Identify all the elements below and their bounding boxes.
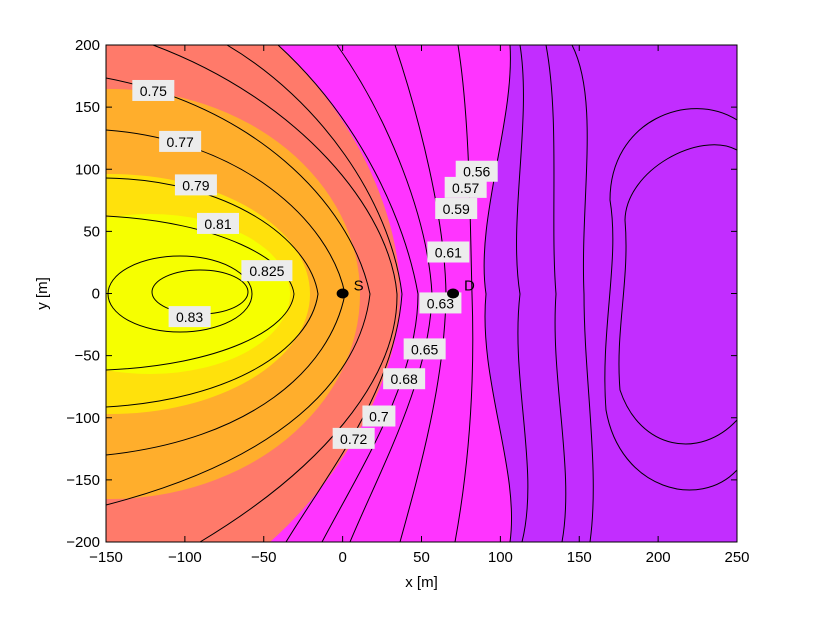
y-tick-label: −100 bbox=[66, 410, 100, 427]
marker-dot bbox=[447, 288, 460, 299]
contour-label-box bbox=[403, 338, 446, 360]
contour-label: 0.79 bbox=[182, 177, 209, 193]
y-tick-label: 0 bbox=[92, 286, 100, 303]
contour-fill-bands bbox=[106, 45, 737, 542]
contour-label-box bbox=[427, 241, 470, 263]
contour-label-box bbox=[383, 368, 426, 390]
contour-label: 0.65 bbox=[411, 341, 438, 357]
marker-label: S bbox=[354, 278, 364, 295]
contour-label-box bbox=[159, 130, 202, 152]
y-tick-label: 150 bbox=[75, 99, 100, 116]
contour-label: 0.83 bbox=[176, 309, 203, 325]
contour-label-box bbox=[444, 176, 487, 198]
contour-label: 0.61 bbox=[435, 244, 462, 260]
y-tick-label: 100 bbox=[75, 161, 100, 178]
contour-labels: 0.75 0.77 0.79 0.81 0.825 0.83 0.720.7 0.68 0.65… bbox=[132, 79, 498, 449]
contour-label-box bbox=[197, 212, 240, 234]
contour-label: 0.68 bbox=[391, 371, 418, 387]
contour-line-5 bbox=[226, 45, 403, 295]
contour-label: 0.75 bbox=[140, 83, 167, 99]
y-tick-label: 200 bbox=[75, 37, 100, 54]
y-axis-label: y [m] bbox=[34, 277, 51, 310]
x-axis-label: x [m] bbox=[405, 574, 438, 591]
contour-line-0 bbox=[152, 45, 398, 542]
x-tick-label: −150 bbox=[89, 549, 123, 566]
x-tick-label: −50 bbox=[251, 549, 276, 566]
contour-line-14 bbox=[571, 45, 594, 542]
contour-label-box bbox=[455, 160, 498, 182]
contour-label: 0.7 bbox=[369, 409, 389, 425]
contour-line-7 bbox=[277, 45, 419, 542]
contour-label: 0.57 bbox=[452, 180, 479, 196]
contour-label-box bbox=[435, 198, 478, 220]
x-tick-label: 250 bbox=[724, 549, 749, 566]
contour-label: 0.56 bbox=[463, 164, 490, 180]
contour-label-box bbox=[362, 405, 396, 427]
contour-label-box bbox=[241, 260, 293, 282]
x-tick-label: −100 bbox=[168, 549, 202, 566]
x-tick-label: 100 bbox=[488, 549, 513, 566]
contour-line-10 bbox=[454, 45, 474, 542]
x-tick-label: 50 bbox=[413, 549, 430, 566]
band-bright-yellow bbox=[106, 214, 290, 374]
axes: −150 −100 −50 0 50 100 150 200 250−200−150−100−5… bbox=[34, 37, 750, 591]
y-tick-label: −50 bbox=[75, 348, 100, 365]
x-tick-label: 200 bbox=[646, 549, 671, 566]
contour-label: 0.81 bbox=[204, 216, 231, 232]
marker-label: D bbox=[464, 278, 475, 295]
contour-line-16 bbox=[618, 144, 737, 445]
contour-line-15 bbox=[604, 108, 737, 491]
contour-line-12 bbox=[516, 45, 529, 542]
contour-label: 0.59 bbox=[443, 201, 470, 217]
x-tick-label: 150 bbox=[567, 549, 592, 566]
contour-label-box bbox=[132, 79, 175, 101]
contour-label: 0.72 bbox=[340, 431, 367, 447]
contour-line-13 bbox=[545, 45, 567, 542]
contour-label-box bbox=[168, 306, 211, 328]
y-tick-label: 50 bbox=[83, 223, 100, 240]
contour-line-6 bbox=[285, 293, 403, 542]
contour-label-box bbox=[174, 174, 217, 196]
contour-label: 0.825 bbox=[249, 263, 284, 279]
contour-label: 0.77 bbox=[167, 134, 194, 150]
contour-label-box bbox=[332, 427, 375, 449]
contour-label: 0.63 bbox=[427, 295, 454, 311]
y-tick-label: −200 bbox=[66, 534, 100, 551]
contour-line-11 bbox=[483, 45, 513, 542]
x-tick-label: 0 bbox=[338, 549, 346, 566]
contour-line-1 bbox=[106, 77, 371, 506]
marker-dot bbox=[336, 288, 349, 299]
y-tick-label: −150 bbox=[66, 472, 100, 489]
